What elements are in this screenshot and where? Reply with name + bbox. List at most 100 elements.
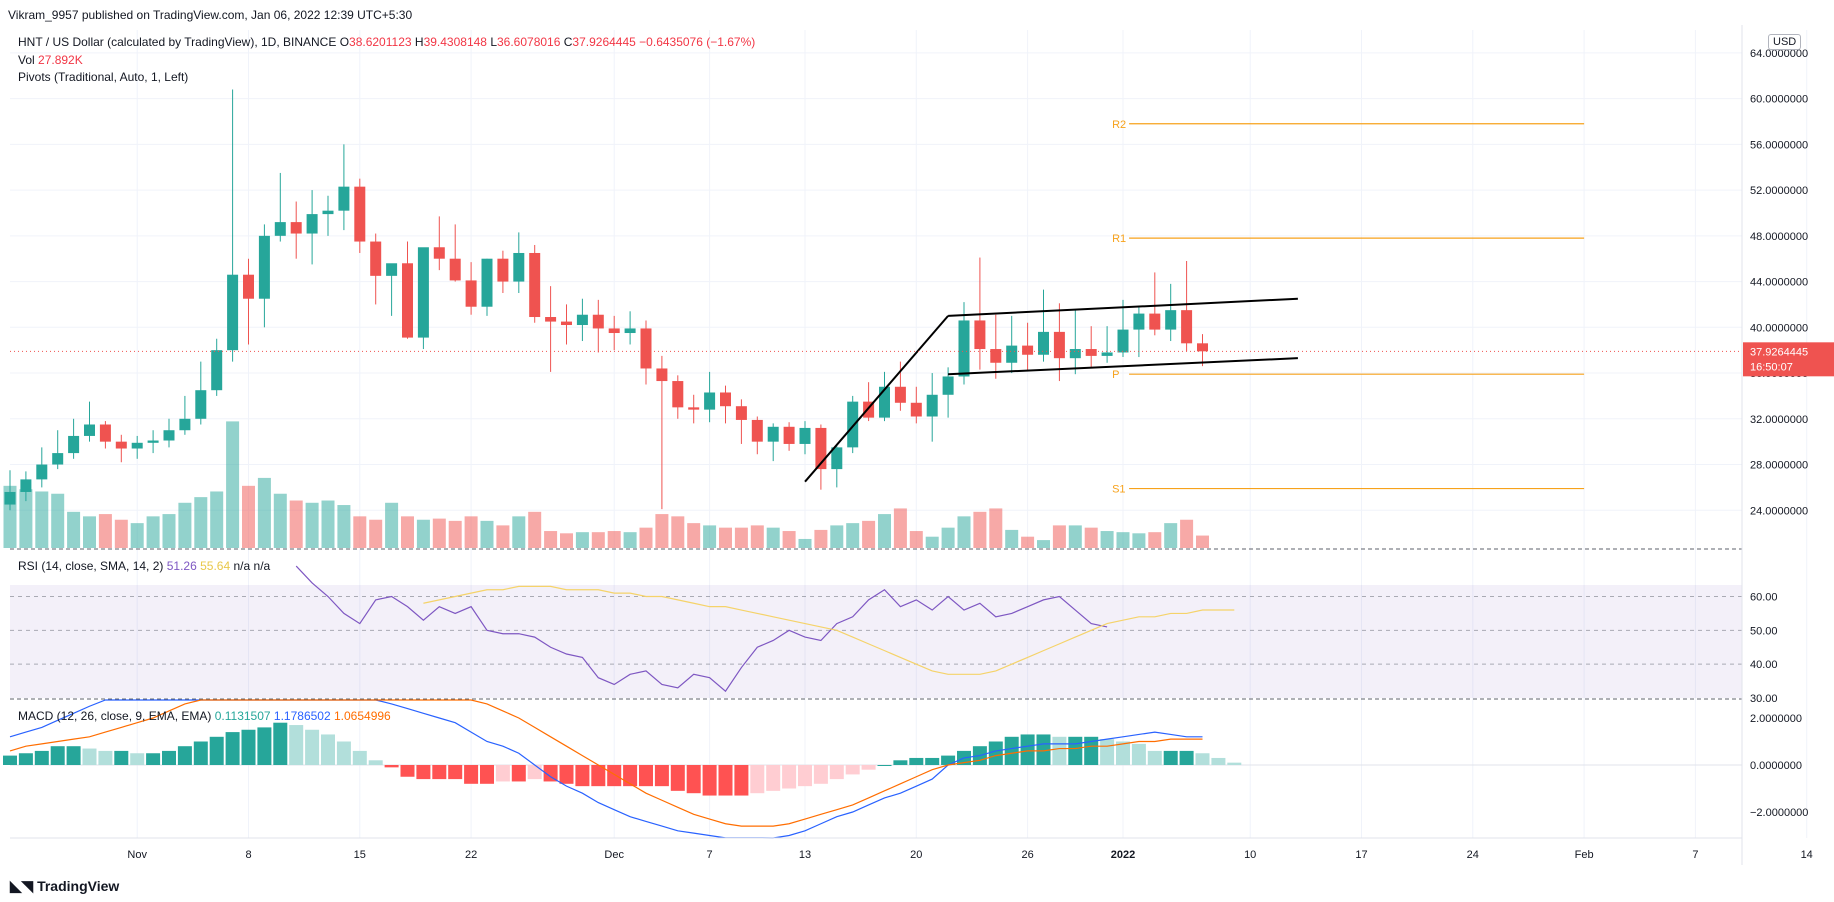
trend-line <box>948 357 1298 376</box>
macd-histogram-bar <box>82 748 97 765</box>
rsi-ma-line <box>423 585 1235 675</box>
countdown-label: 16:50:07 <box>1750 361 1793 373</box>
candle-body <box>306 214 318 234</box>
macd-histogram-bar <box>909 757 924 765</box>
candle-body <box>68 435 80 454</box>
time-tick-label: 10 <box>1244 849 1256 861</box>
time-tick-label: 7 <box>1692 849 1698 861</box>
macd-legend[interactable]: MACD (12, 26, close, 9, EMA, EMA) 0.1131… <box>18 709 391 723</box>
macd-histogram-bar <box>718 765 733 796</box>
publish-info: Vikram_9957 published on TradingView.com… <box>8 8 413 22</box>
volume-bars <box>3 421 1209 548</box>
candle-body <box>576 314 588 326</box>
candle-body <box>1053 331 1065 359</box>
pivots-legend[interactable]: Pivots (Traditional, Auto, 1, Left) <box>18 70 189 84</box>
volume-bar <box>623 532 637 548</box>
candle-body <box>417 247 429 338</box>
candle-body <box>290 222 302 234</box>
time-tick-label: 24 <box>1467 849 1479 861</box>
candle-body <box>1069 349 1081 359</box>
macd-histogram-bar <box>591 765 606 787</box>
ohlc-low: 36.6078016 <box>497 35 561 49</box>
macd-histogram-bar <box>130 753 145 765</box>
macd-histogram-bar <box>321 734 335 765</box>
volume-bar <box>242 485 255 548</box>
macd-histogram-bar <box>543 765 558 782</box>
candlestick-series <box>4 89 1208 511</box>
time-tick-label: Feb <box>1575 849 1594 861</box>
rsi-legend[interactable]: RSI (14, close, SMA, 14, 2) 51.26 55.64 … <box>18 559 270 573</box>
volume-bar <box>448 520 462 548</box>
volume-bar <box>560 533 573 548</box>
candle-body <box>990 349 1002 363</box>
candle-body <box>847 401 859 448</box>
trend-line <box>804 315 949 483</box>
macd-signal-value: 1.0654996 <box>334 709 391 723</box>
macd-histogram-bar <box>464 765 479 784</box>
pane-separators[interactable] <box>10 25 1743 865</box>
volume-bar <box>1180 519 1194 548</box>
volume-bar <box>385 502 399 548</box>
candle-body <box>386 263 398 276</box>
rsi-tick-label: 50.00 <box>1750 625 1778 637</box>
macd-histogram-bar <box>1227 762 1242 765</box>
time-tick-label: 15 <box>354 849 366 861</box>
candle-body <box>433 247 445 259</box>
volume-bar <box>1164 523 1178 548</box>
candle-body <box>1149 313 1161 330</box>
rsi-tick-label: 40.00 <box>1750 659 1778 671</box>
candle-body <box>831 447 843 470</box>
candle-body <box>751 419 763 442</box>
candle-body <box>720 392 731 407</box>
macd-histogram-bar <box>225 732 240 765</box>
candle-body <box>863 401 875 418</box>
macd-histogram-bar <box>432 765 447 780</box>
candle-body <box>1181 310 1193 344</box>
volume-bar <box>719 527 732 548</box>
macd-histogram-bar <box>686 765 701 794</box>
symbol-legend[interactable]: HNT / US Dollar (calculated by TradingVi… <box>18 35 755 49</box>
macd-histogram-bar <box>670 765 685 791</box>
candle-body <box>338 186 350 211</box>
volume-label: Vol <box>18 53 35 67</box>
macd-histogram-bar <box>559 765 574 784</box>
channel-trend-lines[interactable] <box>804 297 1298 483</box>
currency-button[interactable]: USD <box>1768 34 1802 50</box>
candle-body <box>227 274 239 351</box>
candle-body <box>815 427 827 470</box>
volume-bar <box>989 508 1003 548</box>
volume-bar <box>925 536 939 548</box>
rsi-sma-value: 55.64 <box>200 559 231 573</box>
volume-legend[interactable]: Vol 27.892K <box>18 53 83 67</box>
price-tick-label: 60.0000000 <box>1750 94 1808 106</box>
macd-histogram-bar <box>1036 734 1051 765</box>
rsi-line <box>295 565 1108 693</box>
macd-pane <box>3 699 1742 839</box>
volume-bar <box>782 531 796 548</box>
volume-bar <box>941 527 955 548</box>
macd-histogram-bar <box>352 750 367 765</box>
candle-body <box>608 328 620 334</box>
volume-bar <box>528 511 542 548</box>
candle-body <box>735 406 747 420</box>
ohlc-close-label: C <box>563 35 573 49</box>
volume-bar <box>1005 529 1019 548</box>
macd-histogram-bar <box>654 765 669 787</box>
volume-bar <box>591 532 605 548</box>
price-axis[interactable]: 64.0000000 60.0000000 56.0000000 52.0000000… <box>1743 48 1834 819</box>
tradingview-logo[interactable]: ◣◥ TradingView <box>10 877 119 895</box>
volume-bar <box>146 516 160 548</box>
candle-body <box>894 386 906 403</box>
volume-bar <box>226 421 240 548</box>
candle-body <box>243 274 254 299</box>
time-axis[interactable]: Nov 8 15 22 Dec 7 13 20 26 2022 10 17 24 Feb 7 14 <box>127 849 1812 861</box>
volume-bar <box>480 520 494 548</box>
candle-body <box>799 427 811 444</box>
ohlc-close: 37.9264445 <box>572 35 636 49</box>
candle-body <box>1006 345 1018 363</box>
volume-bar <box>98 514 112 548</box>
candle-body <box>767 426 779 442</box>
time-tick-label: 14 <box>1801 849 1813 861</box>
candle-body <box>322 210 334 215</box>
